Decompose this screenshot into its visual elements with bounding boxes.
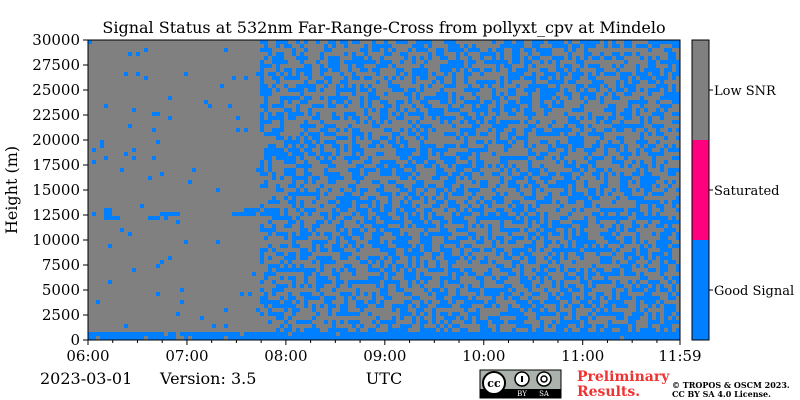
x-axis-label: UTC — [366, 369, 402, 388]
date-label: 2023-03-01 — [40, 369, 132, 388]
y-axis-label: Height (m) — [2, 146, 21, 234]
signal-pixel-layer — [88, 40, 680, 340]
colorbar-segment — [692, 140, 709, 240]
colorbar-label: Low SNR — [714, 84, 777, 99]
y-tick-label: 22500 — [32, 106, 80, 124]
colorbar-frame — [691, 39, 710, 341]
y-tick-label: 7500 — [42, 256, 80, 274]
cc-logo-icon — [482, 371, 506, 395]
colorbar-segment — [692, 240, 709, 340]
colorbar: Good Signal Saturated Low SNR — [691, 39, 794, 341]
x-tick-label: 11:59 — [658, 347, 701, 365]
x-axis: 06:00 07:00 08:00 09:00 10:00 11:00 11:59 — [66, 340, 702, 365]
by-person-glyph — [521, 376, 523, 382]
y-tick-label: 17500 — [32, 156, 80, 174]
good-signal-pixels — [88, 40, 680, 340]
y-tick-label: 0 — [70, 331, 80, 349]
plot-area — [87, 39, 681, 341]
x-tick-label: 07:00 — [165, 347, 208, 365]
copyright-line1: © TROPOS & OSCM 2023. — [672, 380, 790, 390]
colorbar-label: Good Signal — [714, 284, 794, 299]
x-tick-label: 10:00 — [462, 347, 505, 365]
x-tick-label: 09:00 — [363, 347, 406, 365]
y-tick-label: 27500 — [32, 56, 80, 74]
y-tick-label: 25000 — [32, 81, 80, 99]
x-tick-label: 06:00 — [66, 347, 109, 365]
preliminary-label-line1: Preliminary — [577, 369, 670, 385]
y-tick-label: 2500 — [42, 306, 80, 324]
y-tick-label: 20000 — [32, 131, 80, 149]
cc-badge-strip — [480, 389, 561, 398]
y-tick-label: 5000 — [42, 281, 80, 299]
sa-share-icon — [536, 371, 552, 387]
cc-logo-text: cc — [487, 377, 501, 390]
y-tick-label: 10000 — [32, 231, 80, 249]
y-axis: 0 2500 5000 7500 10000 12500 15000 17500 20000 22… — [32, 31, 88, 349]
preliminary-label-line2: Results. — [577, 384, 640, 400]
x-tick-label: 08:00 — [264, 347, 307, 365]
sa-label: SA — [539, 390, 550, 398]
version-label: Version: 3.5 — [159, 369, 256, 388]
chart-title: Signal Status at 532nm Far-Range-Cross f… — [102, 18, 665, 37]
colorbar-label: Saturated — [714, 184, 779, 199]
sa-share-glyph — [540, 375, 548, 383]
copyright-line2: CC BY SA 4.0 License. — [672, 389, 771, 399]
colorbar-segment — [692, 40, 709, 140]
y-tick-label: 12500 — [32, 206, 80, 224]
x-tick-label: 11:00 — [561, 347, 604, 365]
by-label: BY — [517, 390, 527, 398]
y-tick-label: 15000 — [32, 181, 80, 199]
y-tick-label: 30000 — [32, 31, 80, 49]
cc-license-badge: cc BY SA — [479, 369, 562, 399]
